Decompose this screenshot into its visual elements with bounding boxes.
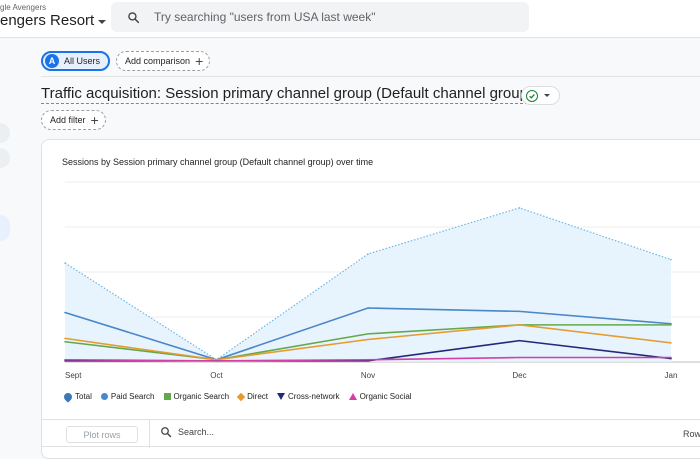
all-users-label: All Users bbox=[64, 56, 101, 66]
legend-cross-network-swatch bbox=[276, 393, 285, 400]
search-icon bbox=[161, 427, 172, 438]
plot-rows-button[interactable]: Plot rows bbox=[66, 426, 138, 443]
data-point-direct[interactable] bbox=[367, 338, 369, 341]
property-selector[interactable]: engers Resort bbox=[0, 12, 107, 29]
check-circle-icon bbox=[526, 89, 538, 102]
divider bbox=[41, 76, 700, 77]
legend-direct-swatch bbox=[236, 392, 246, 401]
add-filter-button[interactable]: Add filter + bbox=[41, 110, 106, 130]
legend-item-organic-search[interactable]: Organic Search bbox=[163, 392, 230, 401]
legend-label: Direct bbox=[247, 392, 268, 401]
legend-item-total[interactable]: Total bbox=[62, 390, 92, 403]
plus-icon: + bbox=[90, 112, 99, 128]
left-rail-decoration bbox=[0, 123, 10, 143]
legend-item-cross-network[interactable]: Cross-network bbox=[276, 392, 340, 401]
all-users-chip[interactable]: A All Users bbox=[41, 51, 111, 71]
property-name: engers Resort bbox=[0, 12, 95, 29]
page-title[interactable]: Traffic acquisition: Session primary cha… bbox=[41, 85, 533, 104]
add-comparison-label: Add comparison bbox=[125, 56, 191, 66]
data-point-total[interactable] bbox=[367, 253, 369, 255]
data-point-organic-search[interactable] bbox=[367, 333, 369, 335]
data-point-organic-social[interactable] bbox=[367, 358, 369, 361]
legend-label: Paid Search bbox=[110, 392, 155, 401]
top-bar: gle Avengers engers Resort bbox=[0, 0, 700, 38]
x-tick-label: Nov bbox=[361, 371, 375, 380]
data-point-organic-search[interactable] bbox=[64, 340, 66, 343]
series-area-total bbox=[65, 207, 671, 362]
data-point-paid-search[interactable] bbox=[518, 310, 521, 313]
legend-paid-search-swatch bbox=[100, 393, 108, 400]
legend-label: Organic Search bbox=[173, 392, 230, 401]
x-tick-label: Jan bbox=[665, 371, 678, 380]
data-point-direct[interactable] bbox=[64, 337, 66, 340]
series-line-total[interactable] bbox=[64, 207, 672, 361]
x-tick-label: Dec bbox=[512, 371, 526, 380]
chart-legend: Total Paid Search Organic Search Direct … bbox=[62, 390, 412, 403]
avatar: A bbox=[45, 54, 59, 68]
data-point-organic-social[interactable] bbox=[670, 356, 672, 359]
account-name: gle Avengers bbox=[0, 3, 47, 12]
legend-organic-search-swatch bbox=[163, 393, 171, 400]
legend-label: Organic Social bbox=[359, 392, 412, 401]
data-point-cross-network[interactable] bbox=[518, 339, 521, 342]
comparison-bar: A All Users Add comparison + bbox=[41, 51, 211, 71]
data-point-paid-search[interactable] bbox=[367, 307, 369, 309]
chart-card: Sessions by Session primary channel grou… bbox=[41, 139, 700, 459]
rows-per-page-label: Row bbox=[683, 429, 700, 439]
left-rail-decoration bbox=[0, 148, 10, 168]
data-point-paid-search[interactable] bbox=[64, 311, 66, 314]
legend-item-organic-social[interactable]: Organic Social bbox=[348, 392, 412, 401]
caret-down-icon bbox=[98, 19, 107, 24]
plus-icon: + bbox=[195, 53, 204, 69]
legend-label: Cross-network bbox=[287, 392, 340, 401]
x-tick-label: Oct bbox=[210, 371, 223, 380]
legend-item-paid-search[interactable]: Paid Search bbox=[100, 392, 155, 401]
data-point-organic-social[interactable] bbox=[518, 356, 521, 359]
global-search-input[interactable] bbox=[154, 10, 494, 24]
chart-title: Sessions by Session primary channel grou… bbox=[62, 157, 374, 167]
line-chart: Sept Oct Nov Dec Jan bbox=[64, 181, 700, 380]
status-badge[interactable] bbox=[521, 86, 560, 105]
add-filter-label: Add filter bbox=[50, 115, 86, 125]
legend-total-swatch bbox=[62, 390, 74, 403]
legend-organic-social-swatch bbox=[348, 393, 357, 400]
data-point-total[interactable] bbox=[518, 207, 521, 209]
divider bbox=[149, 420, 150, 448]
global-search[interactable] bbox=[111, 2, 529, 32]
data-point-total[interactable] bbox=[670, 258, 672, 261]
chevron-down-icon bbox=[544, 94, 550, 97]
table-search[interactable] bbox=[160, 426, 298, 438]
x-tick-label: Sept bbox=[65, 371, 82, 380]
data-point-organic-social[interactable] bbox=[64, 358, 66, 361]
search-icon bbox=[128, 11, 140, 23]
data-point-total[interactable] bbox=[64, 262, 66, 264]
data-point-direct[interactable] bbox=[518, 324, 521, 326]
add-comparison-button[interactable]: Add comparison + bbox=[116, 51, 211, 71]
left-rail-decoration bbox=[0, 215, 10, 241]
legend-label: Total bbox=[75, 392, 92, 401]
table-search-input[interactable] bbox=[178, 427, 298, 437]
data-point-organic-social[interactable] bbox=[215, 360, 218, 362]
data-point-direct[interactable] bbox=[670, 342, 672, 344]
table-toolbar: Plot rows Row bbox=[42, 419, 700, 448]
data-point-organic-search[interactable] bbox=[670, 324, 672, 326]
legend-item-direct[interactable]: Direct bbox=[236, 392, 268, 401]
